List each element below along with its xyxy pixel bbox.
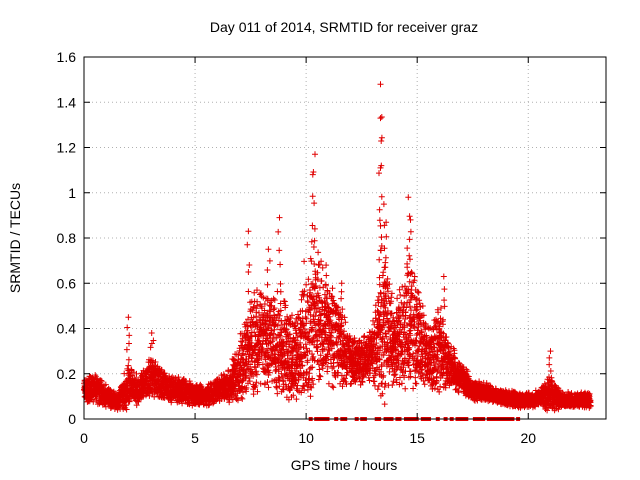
data-point bbox=[125, 362, 132, 369]
data-point bbox=[315, 376, 322, 383]
data-point bbox=[305, 299, 311, 306]
data-point bbox=[316, 261, 323, 268]
data-point bbox=[152, 359, 159, 365]
data-point bbox=[210, 399, 217, 406]
data-point bbox=[123, 406, 130, 413]
data-point bbox=[366, 377, 373, 384]
data-point bbox=[307, 393, 314, 400]
data-point bbox=[265, 384, 272, 391]
data-point bbox=[397, 292, 404, 298]
data-point bbox=[133, 370, 140, 377]
data-point bbox=[148, 386, 155, 393]
data-point bbox=[239, 395, 246, 402]
data-point bbox=[410, 385, 417, 392]
data-point bbox=[412, 374, 419, 381]
data-point bbox=[158, 367, 165, 373]
data-point bbox=[98, 378, 105, 385]
data-point bbox=[330, 384, 337, 391]
data-point bbox=[207, 380, 214, 387]
data-point bbox=[319, 264, 326, 271]
data-point bbox=[102, 381, 109, 388]
data-point bbox=[407, 303, 413, 310]
data-point bbox=[179, 400, 186, 407]
chart-title: Day 011 of 2014, SRMTID for receiver gra… bbox=[210, 19, 478, 35]
data-point bbox=[415, 289, 422, 296]
data-point bbox=[371, 378, 378, 385]
data-point bbox=[382, 380, 389, 387]
data-point bbox=[301, 258, 308, 265]
data-point bbox=[390, 378, 397, 385]
data-point bbox=[402, 385, 409, 392]
data-points bbox=[81, 81, 594, 421]
data-point bbox=[102, 403, 109, 410]
data-point bbox=[186, 378, 193, 385]
data-point bbox=[316, 372, 323, 379]
data-point bbox=[310, 353, 317, 360]
data-point bbox=[413, 380, 420, 387]
data-point bbox=[303, 281, 310, 288]
data-point bbox=[394, 295, 401, 302]
data-point bbox=[324, 368, 331, 375]
data-point bbox=[289, 312, 295, 319]
data-point bbox=[381, 401, 388, 408]
data-point bbox=[146, 392, 153, 399]
data-point bbox=[436, 388, 443, 395]
data-point bbox=[135, 398, 142, 405]
data-point bbox=[315, 249, 322, 256]
data-point bbox=[280, 378, 287, 385]
data-point bbox=[317, 373, 324, 380]
grid bbox=[84, 57, 606, 419]
data-point bbox=[374, 386, 381, 393]
data-point bbox=[421, 381, 428, 388]
